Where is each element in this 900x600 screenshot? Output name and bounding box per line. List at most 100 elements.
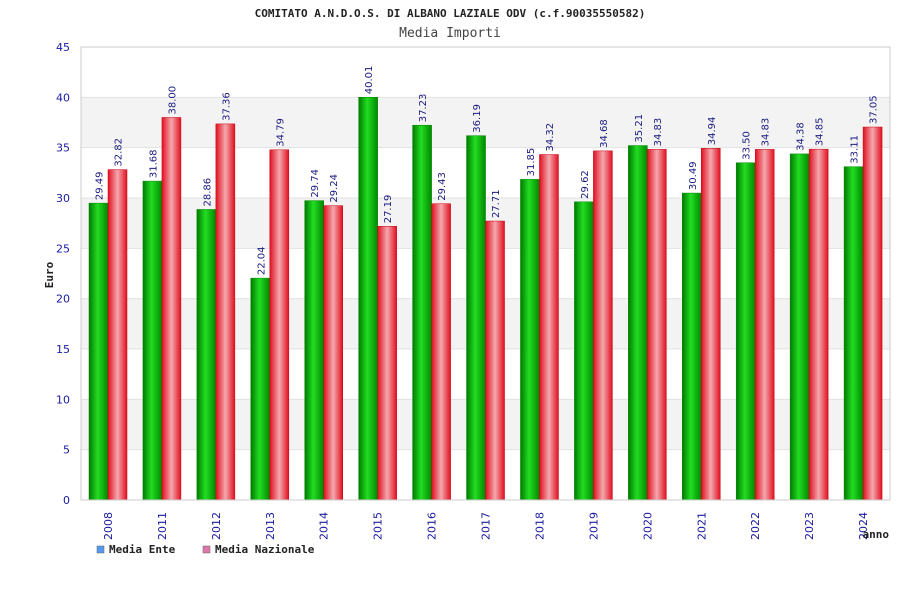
data-label: 29.43 — [437, 172, 448, 201]
bar-media-nazionale — [593, 150, 613, 501]
bar-media-nazionale — [862, 126, 883, 501]
bar-media-ente — [520, 179, 540, 501]
chart-title: COMITATO A.N.D.O.S. DI ALBANO LAZIALE OD… — [255, 7, 646, 20]
bar-media-ente — [574, 201, 594, 501]
x-tick-label: 2013 — [264, 512, 277, 540]
x-tick-label: 2019 — [587, 512, 600, 540]
y-tick-label: 0 — [63, 494, 70, 507]
bar-media-nazionale — [215, 123, 236, 501]
x-tick-label: 2024 — [857, 512, 870, 540]
y-tick-label: 10 — [56, 393, 70, 406]
x-tick-label: 2011 — [156, 512, 169, 540]
y-tick-label: 40 — [56, 91, 70, 104]
x-tick-label: 2012 — [210, 512, 223, 540]
bar-media-ente — [196, 209, 217, 501]
bar-media-ente — [250, 277, 271, 501]
data-label: 27.71 — [491, 189, 502, 218]
data-label: 37.23 — [418, 94, 429, 123]
legend-label: Media Ente — [109, 543, 176, 556]
x-tick-label: 2008 — [102, 512, 115, 540]
data-label: 34.94 — [707, 117, 718, 146]
data-label: 27.19 — [383, 195, 394, 224]
bar-media-nazionale — [323, 205, 343, 501]
x-axis-label: anno — [863, 528, 890, 541]
y-axis-ticks: 0 5 10 15 20 25 30 35 40 45 — [56, 41, 70, 507]
bar-media-ente — [88, 202, 109, 501]
data-label: 29.62 — [580, 170, 591, 199]
data-label: 38.00 — [167, 86, 178, 115]
legend-label: Media Nazionale — [215, 543, 315, 556]
x-tick-label: 2016 — [426, 512, 439, 540]
x-tick-label: 2015 — [372, 512, 385, 540]
data-label: 30.49 — [688, 161, 699, 190]
data-label: 31.85 — [526, 148, 537, 177]
bar-media-nazionale — [701, 148, 721, 501]
legend-swatch — [202, 545, 211, 554]
legend: Media Ente Media Nazionale — [96, 543, 315, 556]
bar-media-nazionale — [539, 154, 559, 501]
y-tick-label: 15 — [56, 343, 70, 356]
x-tick-label: 2018 — [533, 512, 546, 540]
bar-media-nazionale — [647, 149, 667, 501]
x-tick-label: 2017 — [480, 512, 493, 540]
data-label: 34.83 — [761, 118, 772, 147]
y-axis-label: Euro — [43, 261, 56, 288]
data-label: 37.05 — [869, 95, 880, 124]
data-label: 40.01 — [364, 66, 375, 95]
data-label: 37.36 — [221, 92, 232, 121]
bar-media-ente — [843, 166, 864, 501]
bar-media-nazionale — [808, 148, 829, 501]
data-label: 34.85 — [815, 118, 826, 147]
data-label: 34.79 — [275, 118, 286, 147]
bars: 29.49 32.82 31.68 38.00 28.86 37.36 22.04 34.79… — [88, 66, 883, 501]
data-label: 29.49 — [95, 171, 106, 200]
y-tick-label: 20 — [56, 293, 70, 306]
bar-media-ente — [304, 200, 324, 501]
x-tick-label: 2014 — [318, 512, 331, 540]
chart-subtitle: Media Importi — [399, 26, 501, 41]
bar-media-nazionale — [161, 117, 182, 501]
data-label: 22.04 — [256, 246, 267, 275]
x-tick-label: 2021 — [695, 512, 708, 540]
bar-media-ente — [682, 192, 702, 501]
bar-media-ente — [358, 96, 378, 501]
data-label: 29.74 — [310, 169, 321, 198]
data-label: 33.11 — [850, 135, 861, 164]
bar-media-nazionale — [485, 220, 505, 501]
bar-media-nazionale — [269, 149, 290, 501]
x-tick-label: 2023 — [803, 512, 816, 540]
plot-border — [80, 46, 891, 501]
x-axis-ticks: 2008 2011 2012 2013 2014 2015 2016 2017 2018 2019… — [102, 512, 870, 540]
y-tick-label: 45 — [56, 41, 70, 54]
data-label: 29.24 — [329, 174, 340, 203]
x-tick-label: 2020 — [641, 512, 654, 540]
data-label: 36.19 — [472, 104, 483, 133]
bar-media-ente — [789, 153, 810, 501]
y-tick-label: 5 — [63, 444, 70, 457]
bar-media-nazionale — [754, 149, 775, 501]
bar-media-ente — [735, 162, 756, 501]
bar-media-ente — [628, 145, 648, 501]
data-label: 35.21 — [634, 114, 645, 143]
bar-media-nazionale — [107, 169, 128, 501]
data-label: 34.83 — [653, 118, 664, 147]
bar-media-ente — [142, 180, 163, 501]
data-label: 31.68 — [148, 149, 159, 178]
legend-swatch — [96, 545, 105, 554]
data-label: 28.86 — [202, 178, 213, 207]
data-label: 33.50 — [742, 131, 753, 160]
x-tick-label: 2022 — [749, 512, 762, 540]
bar-media-nazionale — [377, 226, 397, 501]
bar-media-ente — [412, 124, 432, 501]
y-tick-label: 25 — [56, 242, 70, 255]
y-tick-label: 30 — [56, 192, 70, 205]
grid-band — [81, 47, 890, 98]
bar-media-nazionale — [431, 203, 451, 501]
data-label: 32.82 — [114, 138, 125, 167]
data-label: 34.32 — [545, 123, 556, 152]
bar-media-ente — [466, 135, 486, 501]
y-tick-label: 35 — [56, 142, 70, 155]
data-label: 34.38 — [796, 122, 807, 151]
data-label: 34.68 — [599, 119, 610, 148]
